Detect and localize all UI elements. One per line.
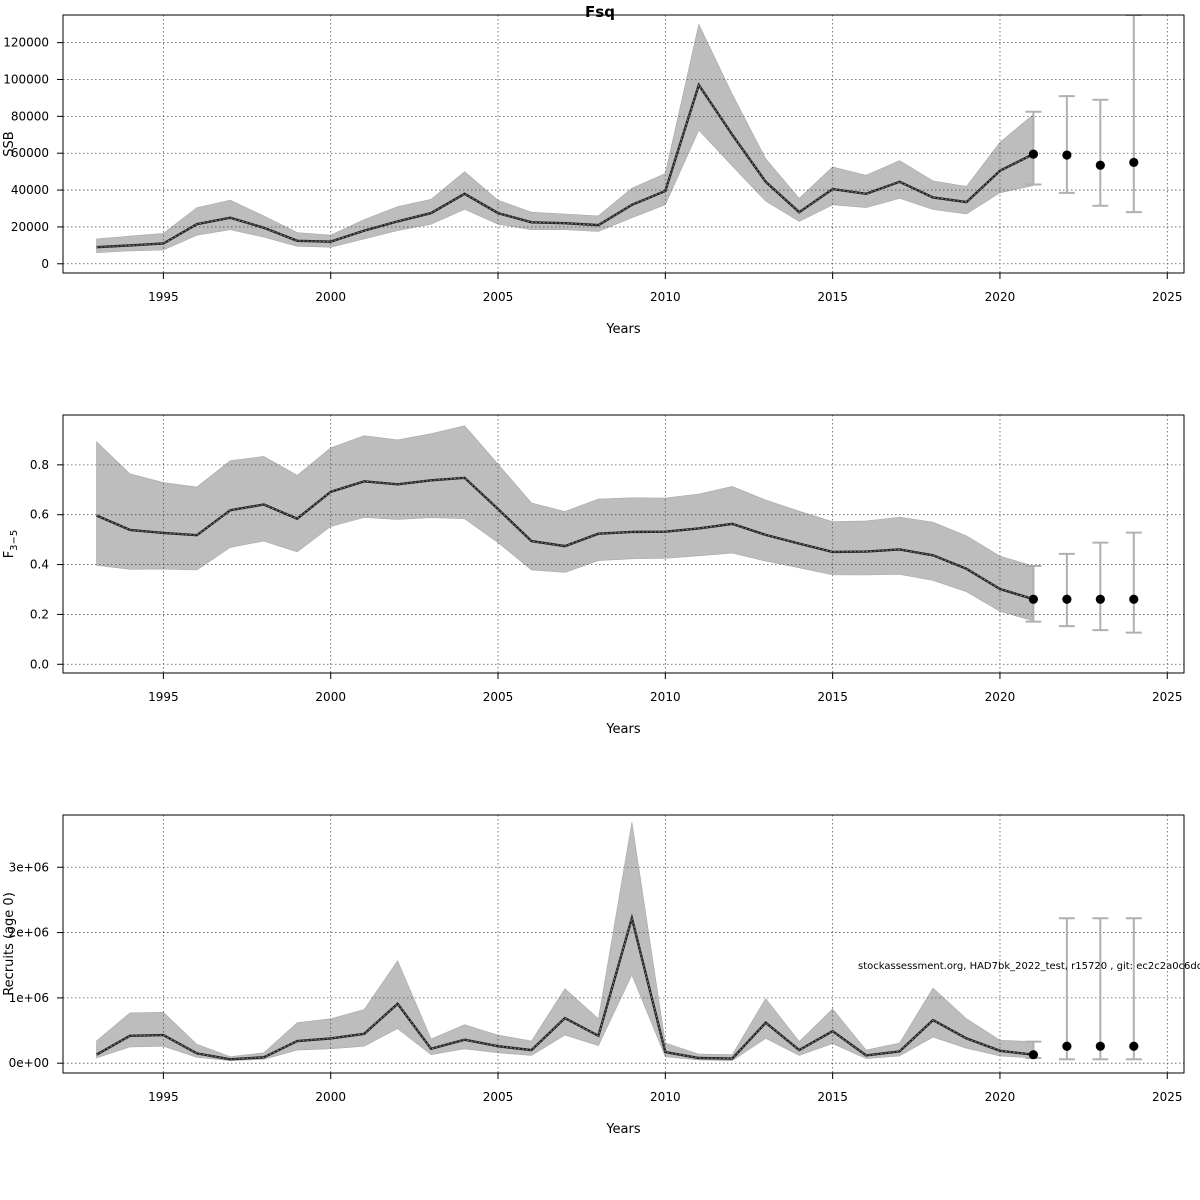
estimate-line-dash	[96, 916, 1034, 1060]
plot-area	[63, 15, 1184, 273]
x-tick-label: 2020	[985, 1090, 1016, 1104]
forecast-point	[1129, 594, 1139, 604]
x-tick-label: 2025	[1152, 1090, 1183, 1104]
y-axis-title-main: F	[2, 551, 17, 558]
forecast-point	[1129, 1041, 1139, 1051]
x-tick-label: 2025	[1152, 690, 1183, 704]
forecast-errorbar	[1092, 98, 1109, 207]
x-tick-label: 1995	[148, 690, 179, 704]
forecast-errorbar	[1092, 917, 1109, 1061]
chart-title: Fsq	[585, 3, 615, 21]
estimate-line-dash	[96, 83, 1034, 248]
y-tick-label: 120000	[3, 36, 49, 50]
plot-frame	[62, 14, 1185, 274]
x-tick-label: 2010	[650, 290, 681, 304]
forecast-point	[1062, 150, 1072, 160]
x-tick-label: 2020	[985, 290, 1016, 304]
y-tick-label: 0.0	[30, 657, 49, 671]
y-axis-title: SSB	[2, 131, 17, 156]
forecast-point	[1062, 1041, 1072, 1051]
y-axis-title: F3−5	[2, 530, 20, 559]
y-tick-label: 0.4	[30, 558, 49, 572]
y-axis-title-main: Recruits (age 0)	[2, 892, 17, 996]
confidence-band	[96, 822, 1034, 1061]
x-tick-label: 1995	[148, 1090, 179, 1104]
x-tick-label: 2020	[985, 690, 1016, 704]
y-tick-label: 0.8	[30, 458, 49, 472]
forecast-point	[1095, 1041, 1105, 1051]
y-tick-label: 3e+06	[9, 860, 49, 874]
forecast-point	[1095, 594, 1105, 604]
x-tick-label: 2015	[817, 290, 848, 304]
plot-frame	[62, 814, 1185, 1074]
x-tick-label: 2000	[315, 290, 346, 304]
y-tick-label: 0	[41, 257, 49, 271]
x-tick-label: 2010	[650, 1090, 681, 1104]
x-tick-label: 2005	[483, 290, 514, 304]
forecast-errorbar	[1125, 15, 1142, 214]
confidence-band	[96, 23, 1034, 254]
forecast-errorbar	[1125, 917, 1142, 1061]
x-tick-label: 2000	[315, 690, 346, 704]
forecast-point	[1062, 594, 1072, 604]
x-axis-title: Years	[605, 322, 641, 337]
plot-area	[63, 415, 1184, 673]
plot-area	[63, 815, 1184, 1073]
y-tick-label: 60000	[11, 146, 49, 160]
source-annotation: stockassessment.org, HAD7bk_2022_test, r…	[858, 961, 1200, 972]
estimate-line-dash	[96, 477, 1034, 600]
forecast-errorbar	[1025, 565, 1042, 623]
y-tick-label: 1e+06	[9, 991, 49, 1005]
x-tick-label: 2015	[817, 690, 848, 704]
x-tick-label: 2015	[817, 1090, 848, 1104]
y-tick-label: 100000	[3, 73, 49, 87]
forecast-errorbar	[1125, 531, 1142, 634]
y-tick-label: 0.6	[30, 508, 49, 522]
forecast-errorbar	[1058, 917, 1075, 1061]
panel-2: 1995 2000 2005 2010 2015 2020 2025 0.0 0.2 0.4 0.6…	[2, 414, 1185, 737]
forecast-point	[1095, 160, 1105, 170]
y-axis-title-subscript: 3−5	[9, 530, 20, 551]
y-axis-title-main: SSB	[2, 131, 17, 156]
y-tick-label: 20000	[11, 220, 49, 234]
plot-frame	[62, 414, 1185, 674]
y-tick-label: 2e+06	[9, 926, 49, 940]
y-tick-label: 0.2	[30, 607, 49, 621]
panel-1: 1995 2000 2005 2010 2015 2020 2025 0 20000 40000 6…	[2, 3, 1185, 337]
x-tick-label: 2010	[650, 690, 681, 704]
x-tick-label: 2025	[1152, 290, 1183, 304]
y-tick-label: 40000	[11, 183, 49, 197]
x-tick-label: 2000	[315, 1090, 346, 1104]
x-axis-title: Years	[605, 1122, 641, 1137]
x-tick-label: 2005	[483, 690, 514, 704]
forecast-errorbar	[1058, 95, 1075, 194]
forecast-errorbar	[1058, 552, 1075, 628]
forecast-point	[1028, 149, 1039, 159]
forecast-errorbar	[1092, 541, 1109, 632]
x-tick-label: 2005	[483, 1090, 514, 1104]
y-tick-label: 0e+00	[9, 1056, 49, 1070]
y-tick-label: 80000	[11, 109, 49, 123]
x-tick-label: 1995	[148, 290, 179, 304]
confidence-band	[96, 425, 1034, 622]
forecast-errorbar	[1025, 110, 1042, 186]
panel-3: 1995 2000 2005 2010 2015 2020 2025 0e+00 1e+06 2e…	[2, 814, 1200, 1137]
forecast-point	[1129, 157, 1139, 168]
x-axis-title: Years	[605, 722, 641, 737]
forecast-point	[1028, 1050, 1039, 1060]
forecast-point	[1028, 594, 1039, 604]
y-axis-title: Recruits (age 0)	[2, 892, 17, 996]
